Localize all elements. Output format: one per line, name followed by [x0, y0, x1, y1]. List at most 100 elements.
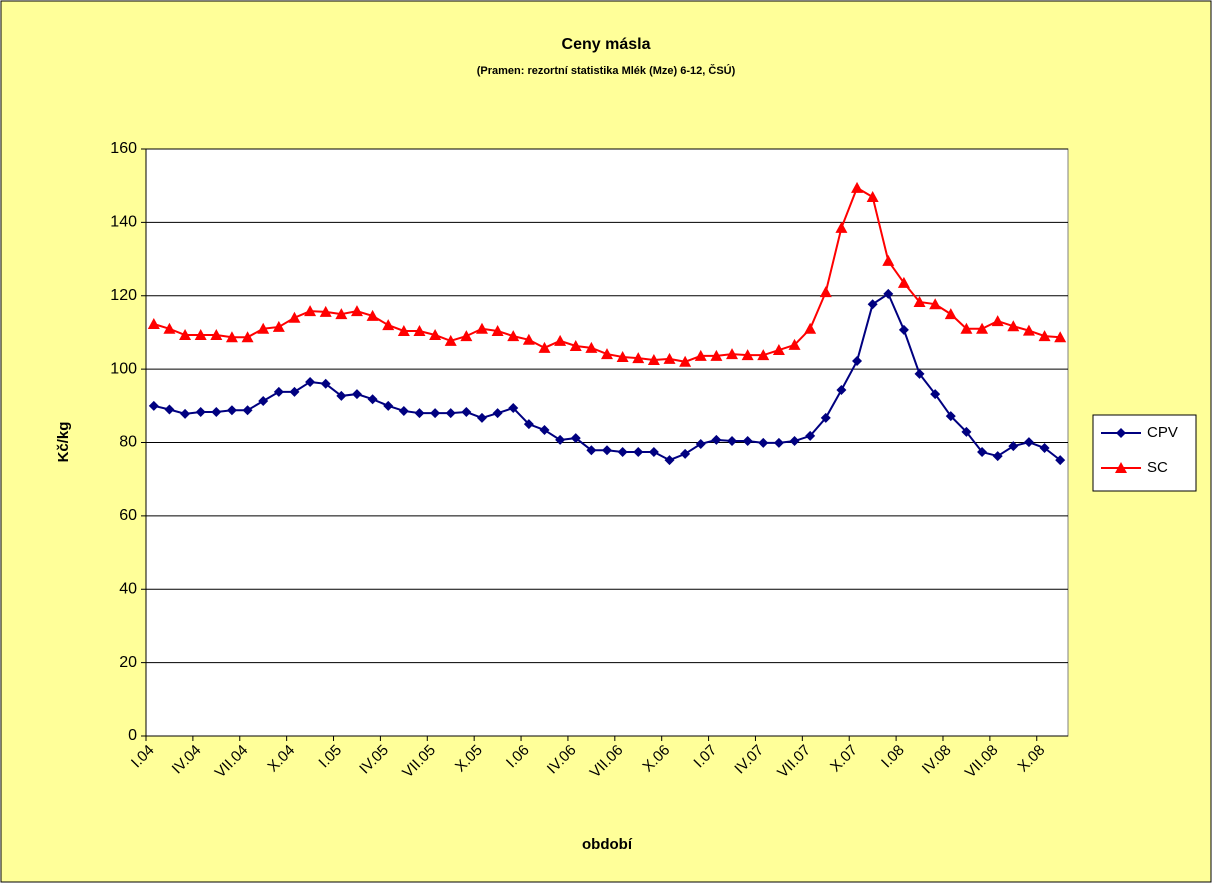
marker — [960, 322, 973, 334]
marker — [305, 376, 316, 387]
y-tick-label: 100 — [110, 360, 137, 377]
marker — [164, 404, 175, 415]
marker — [914, 368, 925, 379]
y-tick-label: 20 — [119, 654, 137, 671]
marker — [1038, 330, 1051, 342]
marker — [335, 308, 348, 320]
marker — [194, 329, 207, 341]
legend-label: SC — [1147, 459, 1168, 476]
marker — [430, 408, 441, 419]
marker — [461, 407, 472, 418]
marker — [866, 191, 879, 203]
marker — [727, 436, 738, 447]
marker — [366, 309, 379, 321]
marker — [273, 386, 284, 397]
marker — [945, 411, 956, 422]
marker — [773, 437, 784, 448]
marker — [585, 341, 598, 353]
marker — [555, 434, 566, 445]
marker — [647, 353, 660, 365]
y-tick-label: 40 — [119, 580, 137, 597]
marker — [1008, 441, 1019, 452]
marker — [679, 355, 692, 367]
marker — [788, 338, 801, 350]
marker — [179, 329, 192, 341]
marker — [460, 330, 473, 342]
marker — [617, 447, 628, 458]
marker — [632, 352, 645, 364]
marker — [1055, 455, 1066, 466]
y-tick-label: 120 — [110, 287, 137, 304]
marker — [867, 299, 878, 310]
marker — [445, 408, 456, 419]
marker — [1116, 428, 1126, 438]
marker — [163, 322, 176, 334]
marker — [991, 315, 1004, 327]
marker — [1115, 462, 1127, 473]
marker — [633, 447, 644, 458]
marker — [350, 305, 363, 317]
marker — [351, 389, 362, 400]
y-tick-label: 140 — [110, 214, 137, 231]
marker — [258, 396, 269, 407]
marker — [507, 330, 520, 342]
marker — [726, 348, 739, 360]
marker — [1007, 320, 1020, 332]
marker — [1039, 443, 1050, 454]
marker — [570, 433, 581, 444]
marker — [382, 319, 395, 331]
marker — [663, 352, 676, 364]
marker — [508, 403, 519, 414]
marker — [241, 331, 254, 343]
marker — [429, 329, 442, 341]
marker — [710, 349, 723, 361]
marker — [522, 333, 535, 345]
marker — [758, 437, 769, 448]
marker — [898, 324, 909, 335]
marker — [883, 288, 894, 299]
marker — [602, 445, 612, 456]
marker — [930, 389, 941, 400]
marker — [664, 455, 675, 466]
marker — [694, 349, 707, 361]
marker — [586, 445, 597, 456]
marker — [680, 448, 691, 459]
marker — [554, 334, 567, 346]
marker — [601, 348, 613, 360]
marker — [929, 298, 942, 310]
x-axis-label: období — [582, 836, 633, 853]
marker — [757, 349, 770, 361]
marker — [383, 400, 394, 411]
legend-box — [1092, 414, 1197, 492]
marker — [961, 426, 972, 437]
marker — [413, 324, 426, 336]
marker — [444, 334, 457, 346]
marker — [289, 386, 300, 397]
marker — [226, 405, 237, 416]
marker — [476, 412, 487, 423]
marker — [805, 430, 816, 441]
marker — [180, 408, 191, 419]
marker — [977, 447, 988, 458]
marker — [147, 317, 160, 329]
marker — [210, 329, 223, 341]
marker — [742, 436, 753, 447]
marker — [711, 434, 722, 445]
marker — [225, 331, 238, 343]
y-tick-label: 0 — [128, 727, 137, 744]
marker — [257, 322, 270, 334]
marker — [397, 324, 410, 336]
marker — [913, 295, 926, 307]
marker — [475, 322, 488, 334]
marker — [836, 385, 847, 396]
marker — [367, 394, 378, 405]
marker — [195, 407, 206, 418]
marker — [538, 341, 551, 353]
marker — [148, 400, 159, 411]
marker — [819, 286, 832, 298]
marker — [944, 308, 957, 320]
y-tick-label: 80 — [119, 434, 137, 451]
marker — [851, 181, 864, 193]
